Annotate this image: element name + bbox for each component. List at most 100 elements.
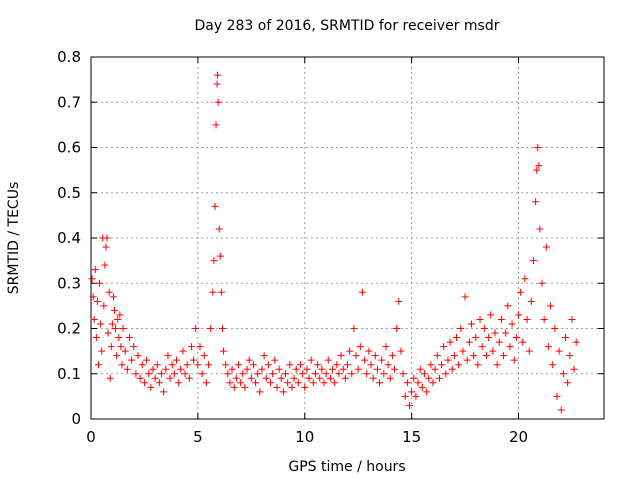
data-point [568, 315, 576, 323]
data-point [356, 343, 364, 351]
data-point [461, 293, 469, 301]
data-point [350, 325, 358, 332]
y-tick-label: 0.4 [57, 229, 81, 247]
data-point [88, 275, 96, 283]
y-tick-label: 0.6 [57, 139, 81, 157]
data-point [311, 370, 319, 378]
data-point [322, 370, 330, 378]
data-point [472, 334, 480, 342]
x-tick-label: 5 [193, 428, 203, 446]
data-point [423, 388, 431, 396]
data-point [207, 325, 215, 332]
data-point [333, 361, 341, 369]
data-point [444, 356, 452, 364]
data-point [431, 365, 439, 373]
data-point [358, 288, 366, 296]
y-tick-label: 0.5 [57, 184, 81, 202]
data-point [555, 347, 563, 355]
x-tick-label: 15 [402, 428, 421, 446]
data-point [324, 356, 332, 364]
data-point [536, 225, 544, 233]
data-point [397, 347, 405, 355]
data-point [214, 98, 222, 106]
data-point [254, 370, 262, 378]
data-point [218, 325, 226, 332]
data-point [559, 370, 567, 378]
data-point [275, 365, 283, 373]
data-point [341, 374, 349, 382]
data-point [140, 379, 148, 387]
data-point [134, 352, 142, 360]
data-point [143, 356, 151, 364]
data-point [205, 361, 213, 369]
data-point [303, 365, 311, 373]
data-point [551, 325, 559, 332]
data-point [296, 361, 304, 369]
data-point [420, 370, 428, 378]
data-point [153, 361, 161, 369]
data-point [279, 388, 287, 396]
data-point [542, 243, 550, 251]
data-point [269, 370, 277, 378]
data-point [198, 370, 206, 378]
data-point [339, 365, 347, 373]
data-point [290, 374, 298, 382]
data-point [326, 374, 334, 382]
x-tick-label: 20 [509, 428, 528, 446]
data-point [455, 361, 463, 369]
data-point [534, 144, 542, 151]
data-point [427, 361, 435, 369]
data-point [391, 365, 399, 373]
data-point [529, 257, 537, 265]
data-point [337, 352, 345, 360]
data-point [132, 370, 140, 378]
data-point [570, 365, 578, 373]
data-point [222, 361, 230, 369]
data-point [476, 315, 484, 323]
data-point [515, 311, 522, 319]
data-point [267, 379, 275, 387]
data-point [256, 388, 264, 396]
data-point [258, 365, 266, 373]
data-point [192, 325, 200, 332]
data-point [226, 379, 234, 387]
data-point [380, 370, 388, 378]
y-tick-label: 0.3 [57, 274, 81, 292]
data-point [234, 361, 242, 369]
data-point [482, 352, 490, 360]
data-point [493, 361, 501, 369]
data-point [572, 338, 580, 346]
data-point [463, 356, 471, 364]
data-point [166, 374, 174, 382]
data-point [175, 379, 183, 387]
data-point [519, 338, 527, 346]
data-point [502, 329, 510, 337]
data-point [305, 374, 313, 382]
data-point [130, 343, 138, 351]
data-point [388, 352, 396, 360]
data-point [367, 361, 375, 369]
data-point [414, 379, 422, 387]
data-point [113, 352, 121, 360]
data-point [243, 365, 251, 373]
data-point [363, 370, 371, 378]
data-point [378, 356, 386, 364]
data-point [114, 315, 122, 323]
data-point [245, 356, 253, 364]
data-point [316, 374, 324, 382]
data-point [151, 374, 159, 382]
data-point [301, 383, 309, 391]
data-point [335, 370, 343, 378]
data-point [100, 302, 108, 310]
data-point [532, 198, 540, 206]
data-point [200, 352, 208, 360]
data-point [425, 374, 433, 382]
data-point [212, 121, 220, 129]
data-point [517, 288, 525, 296]
data-point [96, 279, 104, 287]
data-point [145, 370, 153, 378]
data-point [173, 356, 180, 364]
data-point [485, 334, 493, 342]
data-point [116, 311, 124, 319]
